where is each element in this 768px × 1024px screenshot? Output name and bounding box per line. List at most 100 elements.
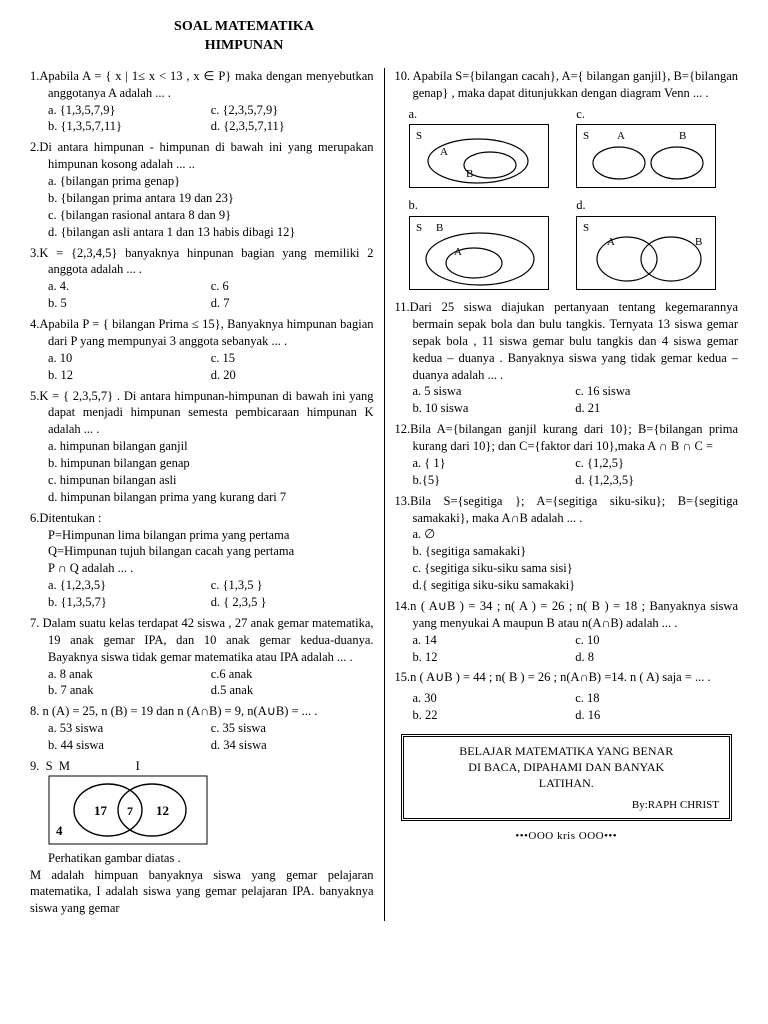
- question-14: 14.n ( A∪B ) = 34 ; n( A ) = 26 ; n( B )…: [395, 598, 739, 666]
- motto-l2: DI BACA, DIPAHAMI DAN BANYAK: [468, 760, 664, 774]
- question-4: 4.Apabila P = { bilangan Prima ≤ 15}, Ba…: [30, 316, 374, 384]
- q11-text: 11.Dari 25 siswa diajukan pertanyaan ten…: [395, 299, 739, 383]
- q7-d: d.5 anak: [211, 682, 374, 699]
- q12-text: 12.Bila A={bilangan ganjil kurang dari 1…: [395, 421, 739, 455]
- left-column: 1.Apabila A = { x | 1≤ x < 13 , x ∈ P} m…: [30, 68, 374, 921]
- q10-venn-d: S A B: [576, 216, 716, 290]
- svg-text:A: A: [617, 130, 625, 142]
- motto-box: BELAJAR MATEMATIKA YANG BENAR DI BACA, D…: [401, 734, 733, 821]
- q2-d: d. {bilangan asli antara 1 dan 13 habis …: [48, 224, 374, 241]
- q13-d: d.{ segitiga siku-siku samakaki}: [413, 577, 739, 594]
- question-15: 15.n ( A∪B ) = 44 ; n( B ) = 26 ; n(A∩B)…: [395, 669, 739, 724]
- q1-a: a. {1,3,5,7,9}: [48, 102, 211, 119]
- q5-b: b. himpunan bilangan genap: [48, 455, 374, 472]
- q5-d: d. himpunan bilangan prima yang kurang d…: [48, 489, 374, 506]
- q12-b: b.{5}: [413, 472, 576, 489]
- q14-d: d. 8: [575, 649, 738, 666]
- q4-text: 4.Apabila P = { bilangan Prima ≤ 15}, Ba…: [30, 316, 374, 350]
- question-3: 3.K = {2,3,4,5} banyaknya hinpunan bagia…: [30, 245, 374, 313]
- q7-a: a. 8 anak: [48, 666, 211, 683]
- question-10: 10. Apabila S={bilangan cacah}, A={ bila…: [395, 68, 739, 295]
- question-13: 13.Bila S={segitiga }; A={segitiga siku-…: [395, 493, 739, 594]
- svg-text:S: S: [583, 222, 589, 234]
- q10-venn-a: S A B: [409, 124, 549, 188]
- svg-text:B: B: [436, 222, 443, 234]
- q4-a: a. 10: [48, 350, 211, 367]
- q9-venn-diagram: 17 7 12 4: [48, 775, 208, 845]
- q6-l3: P ∩ Q adalah ... .: [48, 560, 374, 577]
- two-column-layout: 1.Apabila A = { x | 1≤ x < 13 , x ∈ P} m…: [30, 68, 738, 921]
- q9-l2: M adalah himpuan banyaknya siswa yang ge…: [30, 867, 374, 918]
- q14-c: c. 10: [575, 632, 738, 649]
- q9-n12: 12: [156, 803, 169, 818]
- q13-b: b. {segitiga samakaki}: [413, 543, 739, 560]
- q7-c: c.6 anak: [211, 666, 374, 683]
- q10-lc: c.: [576, 106, 738, 123]
- q3-a: a. 4.: [48, 278, 211, 295]
- q6-c: c. {1,3,5 }: [211, 577, 374, 594]
- q6-l1: P=Himpunan lima bilangan prima yang pert…: [48, 527, 374, 544]
- svg-text:A: A: [607, 236, 615, 248]
- q2-text: 2.Di antara himpunan - himpunan di bawah…: [30, 139, 374, 173]
- q14-b: b. 12: [413, 649, 576, 666]
- title-line-2: HIMPUNAN: [205, 38, 284, 53]
- q13-c: c. {segitiga siku-siku sama sisi}: [413, 560, 739, 577]
- q3-b: b. 5: [48, 295, 211, 312]
- q2-b: b. {bilangan prima antara 19 dan 23}: [48, 190, 374, 207]
- q11-c: c. 16 siswa: [575, 383, 738, 400]
- q15-a: a. 30: [413, 690, 576, 707]
- q1-text: 1.Apabila A = { x | 1≤ x < 13 , x ∈ P} m…: [30, 68, 374, 102]
- q12-c: c. {1,2,5}: [575, 455, 738, 472]
- q10-venn-b: S B A: [409, 216, 549, 290]
- doc-title: SOAL MATEMATIKA HIMPUNAN: [0, 18, 738, 56]
- q12-a: a. { 1}: [413, 455, 576, 472]
- q6-a: a. {1,2,3,5}: [48, 577, 211, 594]
- svg-text:B: B: [466, 168, 473, 180]
- q10-venn-c: S A B: [576, 124, 716, 188]
- q4-c: c. 15: [211, 350, 374, 367]
- q14-text: 14.n ( A∪B ) = 34 ; n( A ) = 26 ; n( B )…: [395, 598, 739, 632]
- q8-a: a. 53 siswa: [48, 720, 211, 737]
- q8-b: b. 44 siswa: [48, 737, 211, 754]
- q14-a: a. 14: [413, 632, 576, 649]
- q15-d: d. 16: [575, 707, 738, 724]
- q15-b: b. 22: [413, 707, 576, 724]
- q5-a: a. himpunan bilangan ganjil: [48, 438, 374, 455]
- footer-ornament: •••OOO kris OOO•••: [395, 829, 739, 844]
- svg-text:S: S: [583, 130, 589, 142]
- q3-text: 3.K = {2,3,4,5} banyaknya hinpunan bagia…: [30, 245, 374, 279]
- question-2: 2.Di antara himpunan - himpunan di bawah…: [30, 139, 374, 240]
- right-column: 10. Apabila S={bilangan cacah}, A={ bila…: [395, 68, 739, 921]
- question-9: 9. S M I 17 7 12 4 Perhatikan gambar dia…: [30, 758, 374, 917]
- q1-c: c. {2,3,5,7,9}: [211, 102, 374, 119]
- q6-l2: Q=Himpunan tujuh bilangan cacah yang per…: [48, 543, 374, 560]
- q10-la: a.: [409, 106, 571, 123]
- title-line-1: SOAL MATEMATIKA: [174, 19, 314, 34]
- q7-b: b. 7 anak: [48, 682, 211, 699]
- q9-n7: 7: [127, 804, 133, 818]
- motto-l1: BELAJAR MATEMATIKA YANG BENAR: [459, 744, 673, 758]
- q1-d: d. {2,3,5,7,11}: [211, 118, 374, 135]
- q5-c: c. himpunan bilangan asli: [48, 472, 374, 489]
- q2-c: c. {bilangan rasional antara 8 dan 9}: [48, 207, 374, 224]
- q4-d: d. 20: [211, 367, 374, 384]
- question-12: 12.Bila A={bilangan ganjil kurang dari 1…: [395, 421, 739, 489]
- q11-b: b. 10 siswa: [413, 400, 576, 417]
- q12-d: d. {1,2,3,5}: [575, 472, 738, 489]
- q9-l1: Perhatikan gambar diatas .: [30, 850, 374, 867]
- q6-b: b. {1,3,5,7}: [48, 594, 211, 611]
- question-11: 11.Dari 25 siswa diajukan pertanyaan ten…: [395, 299, 739, 417]
- svg-text:A: A: [440, 146, 448, 158]
- q7-text: 7. Dalam suatu kelas terdapat 42 siswa ,…: [30, 615, 374, 666]
- question-5: 5.K = { 2,3,5,7} . Di antara himpunan-hi…: [30, 388, 374, 506]
- question-6: 6.Ditentukan : P=Himpunan lima bilangan …: [30, 510, 374, 611]
- q9-prefix: 9. S M I: [30, 758, 140, 775]
- q9-n17: 17: [94, 803, 108, 818]
- svg-text:B: B: [679, 130, 686, 142]
- q13-a: a. ∅: [413, 526, 739, 543]
- q3-d: d. 7: [211, 295, 374, 312]
- q10-ld: d.: [576, 197, 738, 214]
- motto-by: By:RAPH CHRIST: [414, 798, 720, 813]
- svg-text:A: A: [454, 246, 462, 258]
- q10-lb: b.: [409, 197, 571, 214]
